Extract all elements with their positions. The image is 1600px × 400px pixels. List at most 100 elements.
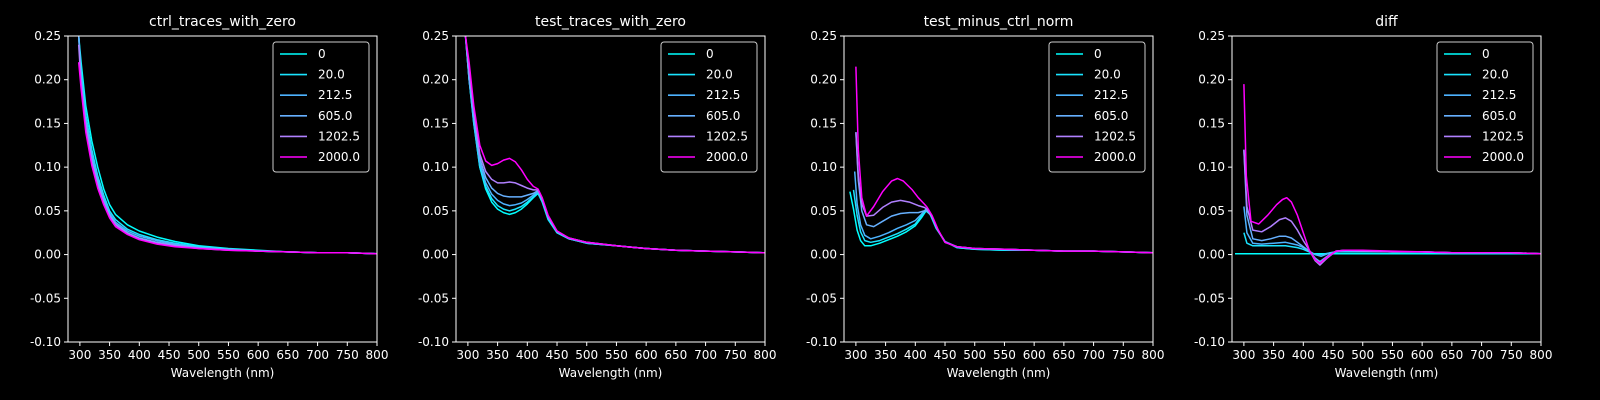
- x-tick-label: 600: [635, 348, 658, 362]
- legend-label: 0: [706, 47, 714, 61]
- y-tick-label: 0.20: [34, 73, 61, 87]
- legend-label: 1202.5: [1094, 129, 1136, 143]
- axes-frame: [67, 35, 378, 343]
- legend: 0 20.0 212.5 605.0 1202.5 2000.0: [1436, 41, 1534, 173]
- x-tick-label: 450: [546, 348, 569, 362]
- y-tick-label: 0.00: [34, 248, 61, 262]
- x-tick-label: 650: [276, 348, 299, 362]
- legend-label: 1202.5: [1482, 129, 1524, 143]
- y-tick-label: 0.10: [422, 160, 449, 174]
- series-line-2000.0: [1243, 84, 1541, 265]
- legend: 0 20.0 212.5 605.0 1202.5 2000.0: [272, 41, 370, 173]
- legend-label: 212.5: [1094, 88, 1128, 102]
- x-tick-label: 400: [128, 348, 151, 362]
- legend-label: 1202.5: [706, 129, 748, 143]
- y-tick-label: 0.10: [34, 160, 61, 174]
- x-tick-label: 400: [1292, 348, 1315, 362]
- axes-frame: [843, 35, 1154, 343]
- x-tick-label: 800: [754, 348, 777, 362]
- subplot-1: ctrl_traces_with_zero 300 350 400 450 500 550 6…: [30, 14, 389, 380]
- y-tick-label: -0.05: [418, 291, 449, 305]
- y-tick-label: 0.05: [1198, 204, 1225, 218]
- x-axis-label: Wavelength (nm): [559, 366, 663, 380]
- y-tick-label: 0.15: [810, 116, 837, 130]
- legend-label: 2000.0: [318, 150, 360, 164]
- legend-label: 605.0: [706, 109, 740, 123]
- series-lines: [464, 36, 765, 254]
- y-tick-label: 0.15: [422, 116, 449, 130]
- x-tick-label: 550: [993, 348, 1016, 362]
- legend-label: 2000.0: [1094, 150, 1136, 164]
- subplot-title: test_traces_with_zero: [535, 14, 686, 30]
- y-tick-label: 0.25: [34, 29, 61, 43]
- series-lines: [849, 66, 1153, 254]
- legend-label: 20.0: [1482, 68, 1509, 82]
- legend-label: 212.5: [706, 88, 740, 102]
- series-lines: [77, 36, 377, 255]
- y-tick-label: -0.10: [418, 335, 449, 349]
- subplot-2: test_traces_with_zero 300 350 400 450 500 550 6…: [418, 14, 777, 380]
- series-line-2000.0: [464, 36, 765, 254]
- legend-label: 212.5: [318, 88, 352, 102]
- subplot-3: test_minus_ctrl_norm 300 350 400 450 500 550 60…: [806, 14, 1165, 380]
- x-tick-label: 800: [1530, 348, 1553, 362]
- x-tick-label: 750: [1112, 348, 1135, 362]
- x-tick-label: 700: [694, 348, 717, 362]
- legend-label: 20.0: [318, 68, 345, 82]
- x-axis-label: Wavelength (nm): [947, 366, 1051, 380]
- x-tick-label: 300: [1232, 348, 1255, 362]
- x-tick-label: 400: [904, 348, 927, 362]
- x-tick-label: 450: [158, 348, 181, 362]
- x-tick-label: 550: [1381, 348, 1404, 362]
- legend-label: 20.0: [706, 68, 733, 82]
- x-tick-label: 750: [1500, 348, 1523, 362]
- y-tick-label: -0.05: [30, 291, 61, 305]
- series-line-212.5: [853, 171, 1153, 254]
- x-tick-label: 550: [217, 348, 240, 362]
- series-lines: [1235, 84, 1541, 266]
- y-tick-label: 0.15: [1198, 116, 1225, 130]
- y-tick-label: -0.10: [806, 335, 837, 349]
- legend: 0 20.0 212.5 605.0 1202.5 2000.0: [1048, 41, 1146, 173]
- series-line-2000.0: [77, 62, 377, 255]
- series-line-2000.0: [855, 66, 1153, 254]
- x-axis-label: Wavelength (nm): [171, 366, 275, 380]
- x-tick-label: 350: [98, 348, 121, 362]
- legend-label: 2000.0: [706, 150, 748, 164]
- x-tick-label: 350: [874, 348, 897, 362]
- x-tick-label: 750: [336, 348, 359, 362]
- x-tick-label: 350: [486, 348, 509, 362]
- y-tick-label: 0.20: [422, 73, 449, 87]
- subplot-title: test_minus_ctrl_norm: [924, 14, 1074, 30]
- subplot-title: ctrl_traces_with_zero: [149, 14, 296, 30]
- x-tick-label: 800: [1142, 348, 1165, 362]
- y-tick-label: 0.25: [810, 29, 837, 43]
- y-tick-label: 0.25: [1198, 29, 1225, 43]
- x-tick-label: 400: [516, 348, 539, 362]
- legend-label: 212.5: [1482, 88, 1516, 102]
- legend-label: 605.0: [1094, 109, 1128, 123]
- x-tick-label: 700: [306, 348, 329, 362]
- x-tick-label: 500: [963, 348, 986, 362]
- x-tick-label: 650: [664, 348, 687, 362]
- y-tick-label: -0.10: [1194, 335, 1225, 349]
- y-tick-label: -0.10: [30, 335, 61, 349]
- y-tick-label: 0.00: [1198, 248, 1225, 262]
- y-tick-label: 0.15: [34, 116, 61, 130]
- y-tick-label: 0.05: [34, 204, 61, 218]
- x-tick-label: 600: [1023, 348, 1046, 362]
- y-tick-label: 0.20: [1198, 73, 1225, 87]
- legend-label: 2000.0: [1482, 150, 1524, 164]
- series-line-212.5: [1243, 206, 1541, 258]
- y-tick-label: -0.05: [806, 291, 837, 305]
- legend-label: 0: [1482, 47, 1490, 61]
- y-tick-label: 0.00: [422, 248, 449, 262]
- y-tick-label: 0.05: [422, 204, 449, 218]
- legend-label: 0: [318, 47, 326, 61]
- legend-label: 605.0: [318, 109, 352, 123]
- x-tick-label: 500: [187, 348, 210, 362]
- x-tick-label: 800: [366, 348, 389, 362]
- x-tick-label: 600: [247, 348, 270, 362]
- y-tick-label: 0.10: [810, 160, 837, 174]
